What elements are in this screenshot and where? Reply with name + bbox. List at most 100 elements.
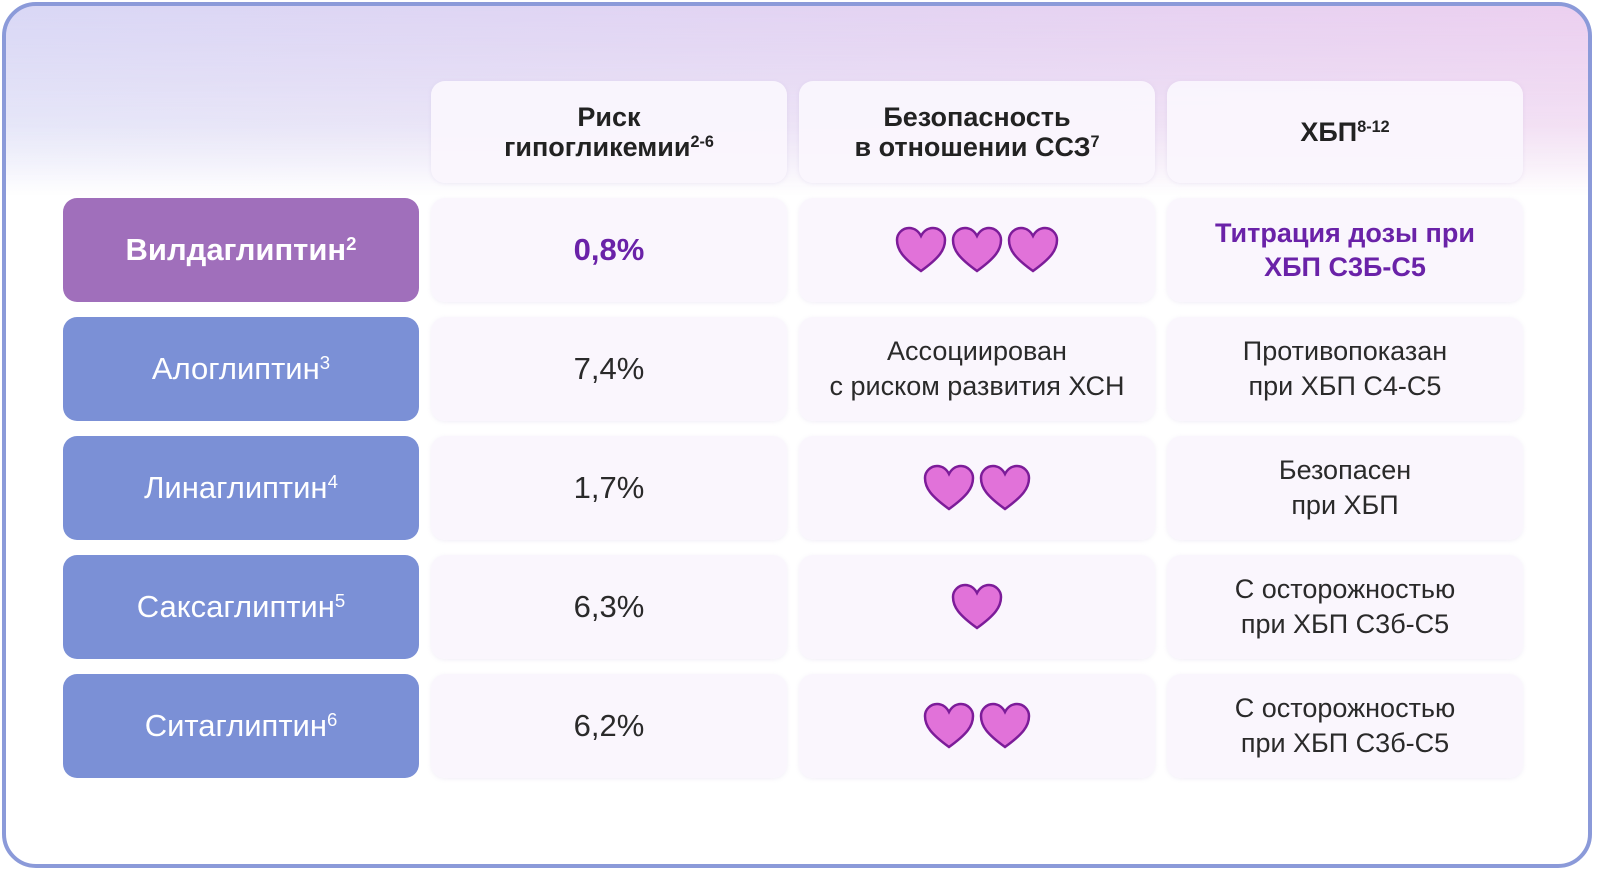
ckd-cell: Противопоказан при ХБП С4-С5: [1167, 317, 1523, 421]
text: Безопасен: [1278, 455, 1412, 485]
text-line: Безопасен: [1279, 453, 1411, 488]
risk-value: 7,4%: [573, 351, 645, 386]
text-line: Титрация дозы при: [1215, 216, 1475, 250]
column-header: Безопасность в отношении ССЗ7: [799, 81, 1155, 183]
heart: [979, 464, 1031, 511]
risk-cell: 0,8%: [431, 198, 787, 302]
heart-shape: [1007, 226, 1059, 273]
drug-name: Ситаглиптин6: [63, 674, 419, 778]
heart-shape: [951, 226, 1003, 273]
text-line: при ХБП: [1291, 488, 1398, 523]
text: Ассоциирован: [887, 336, 1067, 366]
footnote-ref: 2: [346, 232, 357, 254]
text: гипогликемии: [504, 132, 691, 162]
text-line: в отношении ССЗ7: [854, 132, 1099, 162]
text: Алоглиптин: [151, 351, 320, 386]
ckd-cell: Безопасен при ХБП: [1167, 436, 1523, 540]
risk-cell: 1,7%: [431, 436, 787, 540]
text: ХБП: [1300, 117, 1358, 147]
corner: [63, 81, 419, 183]
column-header: ХБП8-12: [1167, 81, 1523, 183]
text: Безопасность: [883, 102, 1071, 132]
hearts: [895, 226, 1059, 274]
text-line: Безопасность: [883, 102, 1070, 132]
heart-shape: [979, 464, 1031, 511]
hearts: [923, 464, 1031, 512]
footnote-ref: 5: [334, 589, 346, 611]
text-line: Ассоциирован: [887, 334, 1067, 369]
cv-cell: [799, 555, 1155, 659]
text-line: с риском развития ХСН: [829, 369, 1124, 404]
text: с риском развития ХСН: [829, 371, 1125, 401]
text: при ХБП С3б-С5: [1240, 609, 1450, 639]
column-header: Риск гипогликемии2-6: [431, 81, 787, 183]
heart-shape: [923, 464, 975, 511]
text-line: Противопоказан: [1243, 334, 1447, 369]
heart-shape: [923, 702, 975, 749]
heart: [979, 702, 1031, 749]
text-line: ХБП С3Б-С5: [1264, 250, 1426, 284]
text: Саксаглиптин: [136, 589, 335, 624]
footnote-ref: 4: [327, 470, 338, 492]
risk-value: 6,3%: [573, 589, 645, 624]
footnote-ref: 7: [1090, 133, 1100, 152]
text: Противопоказан: [1242, 336, 1448, 366]
risk-value: 1,7%: [573, 470, 645, 505]
footnote-ref: 3: [319, 351, 331, 373]
heart-shape: [895, 226, 947, 273]
text: Линаглиптин: [144, 470, 328, 505]
text-line: Линаглиптин4: [144, 470, 338, 506]
text-line: гипогликемии2-6: [504, 132, 714, 162]
text-line: Вилдаглиптин2: [126, 232, 357, 268]
drug-name: Алоглиптин3: [63, 317, 419, 421]
ckd-cell: С осторожностью при ХБП С3б-С5: [1167, 555, 1523, 659]
text: при ХБП С3б-С5: [1240, 728, 1450, 758]
heart: [1007, 226, 1059, 273]
text: С осторожностью: [1234, 693, 1456, 723]
text: Титрация дозы при: [1215, 218, 1475, 248]
text: Вилдаглиптин: [125, 232, 347, 267]
text-line: Саксаглиптин5: [137, 589, 345, 625]
heart: [951, 583, 1003, 630]
heart-shape: [951, 583, 1003, 630]
text-line: Ситаглиптин6: [145, 708, 338, 744]
heart: [923, 702, 975, 749]
text: С осторожностью: [1234, 574, 1456, 604]
text-line: при ХБП С4-С5: [1249, 369, 1442, 404]
footnote-ref: 6: [326, 708, 338, 730]
footnote-ref: 2-6: [690, 133, 714, 152]
drug-name: Линаглиптин4: [63, 436, 419, 540]
risk-cell: 6,3%: [431, 555, 787, 659]
heart: [895, 226, 947, 273]
risk-value: 0,8%: [573, 232, 645, 267]
ckd-cell: С осторожностью при ХБП С3б-С5: [1167, 674, 1523, 778]
text: Риск: [577, 102, 641, 132]
risk-value: 6,2%: [573, 708, 645, 743]
footnote-ref: 8-12: [1357, 118, 1390, 137]
cv-cell: [799, 436, 1155, 540]
text-line: при ХБП С3б-С5: [1241, 607, 1449, 642]
risk-cell: 7,4%: [431, 317, 787, 421]
comparison-table: Риск гипогликемии2-6 Безопасность в отношен…: [63, 81, 1523, 778]
text: ХБП С3Б-С5: [1264, 252, 1426, 282]
cv-cell: [799, 674, 1155, 778]
text-line: С осторожностью: [1235, 691, 1456, 726]
hearts: [923, 702, 1031, 750]
hearts: [951, 583, 1003, 631]
cv-cell: Ассоциирован с риском развития ХСН: [799, 317, 1155, 421]
drug-name: Саксаглиптин5: [63, 555, 419, 659]
heart: [923, 464, 975, 511]
text-line: ХБП8-12: [1300, 117, 1389, 147]
text: при ХБП: [1291, 490, 1399, 520]
text: в отношении ССЗ: [854, 132, 1091, 162]
risk-cell: 6,2%: [431, 674, 787, 778]
text-line: С осторожностью: [1235, 572, 1456, 607]
heart: [951, 226, 1003, 273]
cv-cell: [799, 198, 1155, 302]
text: при ХБП С4-С5: [1248, 371, 1442, 401]
text-line: Алоглиптин3: [152, 351, 330, 387]
text-line: при ХБП С3б-С5: [1241, 726, 1449, 761]
drug-name: Вилдаглиптин2: [63, 198, 419, 302]
text-line: Риск: [577, 102, 640, 132]
heart-shape: [979, 702, 1031, 749]
